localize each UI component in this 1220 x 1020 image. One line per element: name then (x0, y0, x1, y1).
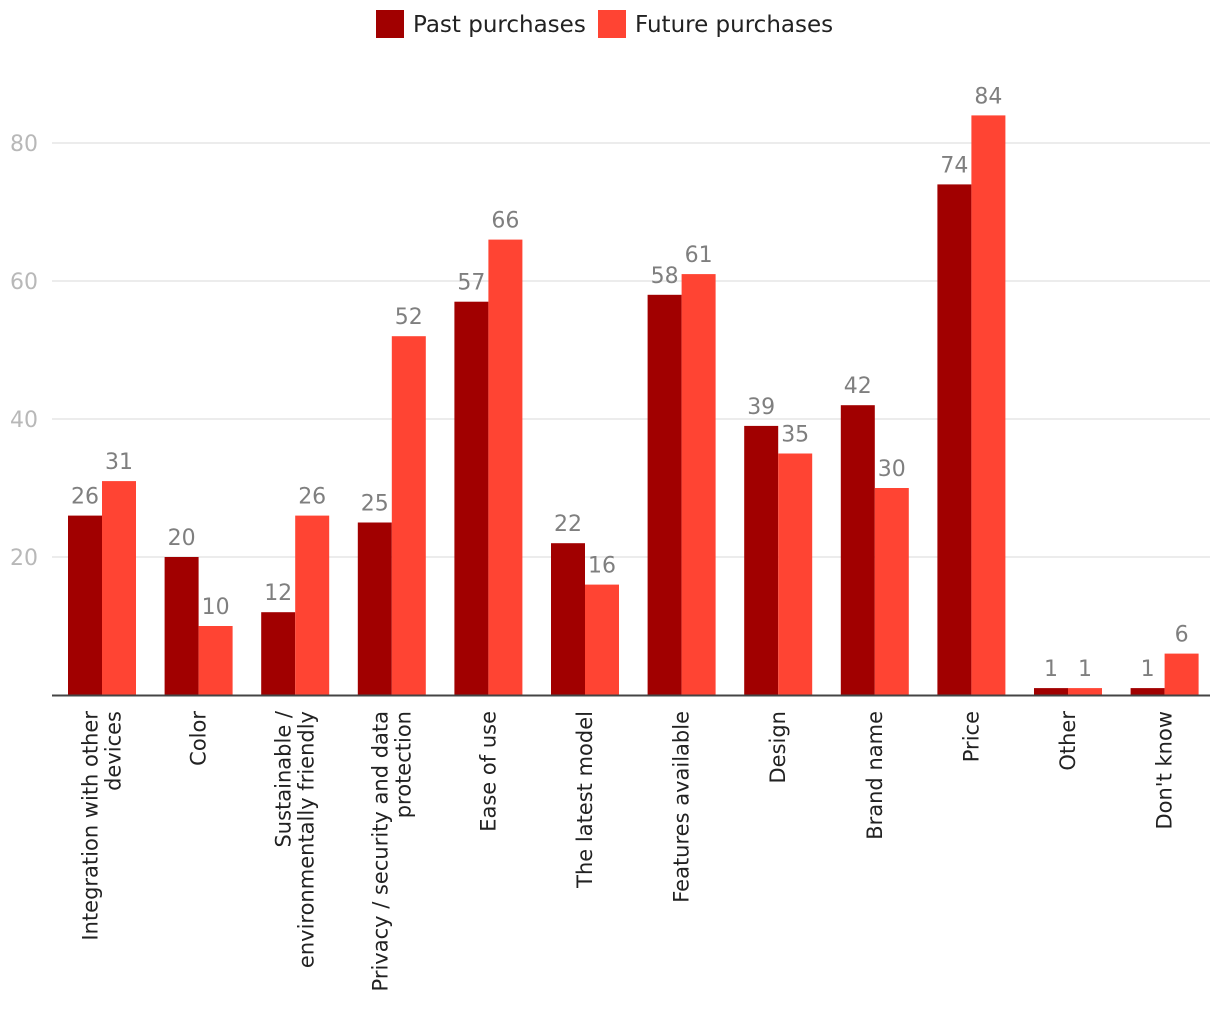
data-label-future-purchases-color: 10 (202, 595, 230, 620)
x-tick-label-sustainable-environmentally-friendly: Sustainable /environmentally friendly (272, 710, 319, 968)
x-tick-label-color: Color (187, 711, 211, 766)
data-label-past-purchases-other: 1 (1044, 657, 1058, 682)
data-label-future-purchases-price: 84 (974, 84, 1002, 109)
bar-future-purchases-features-available (681, 274, 716, 695)
x-tick-label-design: Design (766, 711, 790, 784)
x-tick-label-brand-name: Brand name (863, 711, 887, 840)
data-label-future-purchases-features-available: 61 (685, 243, 713, 268)
bars (68, 115, 1199, 695)
bar-past-purchases-privacy-security-and-data-protection (357, 522, 392, 695)
bar-past-purchases-don-t-know (1130, 688, 1165, 695)
x-tick-label-privacy-security-and-data-protection: Privacy / security and dataprotection (368, 711, 415, 991)
data-label-past-purchases-color: 20 (168, 526, 196, 551)
x-tick-label-ease-of-use: Ease of use (476, 711, 500, 832)
bar-past-purchases-brand-name (840, 405, 875, 695)
bar-future-purchases-ease-of-use (488, 239, 523, 695)
y-tick-label-40: 40 (10, 408, 38, 433)
data-label-future-purchases-design: 35 (781, 423, 809, 448)
bar-future-purchases-sustainable-environmentally-friendly (295, 515, 330, 695)
x-tick-label-integration-with-other-devices: Integration with otherdevices (79, 711, 126, 941)
data-label-past-purchases-privacy-security-and-data-protection: 25 (361, 492, 389, 517)
gridlines (52, 142, 1210, 558)
x-tick-label-other: Other (1056, 711, 1080, 771)
data-label-past-purchases-features-available: 58 (651, 264, 679, 289)
data-label-past-purchases-ease-of-use: 57 (457, 271, 485, 296)
bar-past-purchases-design (744, 425, 779, 695)
data-label-past-purchases-the-latest-model: 22 (554, 512, 582, 537)
bar-future-purchases-price (971, 115, 1006, 695)
bar-past-purchases-color (164, 557, 199, 695)
legend-swatch-future-purchases (598, 10, 626, 38)
data-label-past-purchases-price: 74 (940, 153, 968, 178)
bar-future-purchases-privacy-security-and-data-protection (391, 336, 426, 695)
y-tick-label-60: 60 (10, 270, 38, 295)
x-tick-label-the-latest-model: The latest model (573, 711, 597, 889)
bar-future-purchases-integration-with-other-devices (102, 481, 136, 695)
x-tick-label-price: Price (959, 711, 983, 762)
bar-past-purchases-price (937, 184, 972, 695)
x-tick-label-don-t-know: Don't know (1153, 711, 1177, 830)
data-label-future-purchases-the-latest-model: 16 (588, 554, 616, 579)
legend-label-past-purchases: Past purchases (413, 12, 586, 38)
bar-future-purchases-color (198, 626, 233, 695)
data-label-future-purchases-sustainable-environmentally-friendly: 26 (298, 485, 326, 510)
data-label-future-purchases-privacy-security-and-data-protection: 52 (395, 305, 423, 330)
data-label-future-purchases-brand-name: 30 (878, 457, 906, 482)
bar-past-purchases-sustainable-environmentally-friendly (261, 612, 296, 695)
bar-future-purchases-design (778, 453, 813, 695)
y-axis-tick-labels: 20 40 60 80 (10, 132, 38, 571)
bar-future-purchases-brand-name (874, 488, 909, 695)
legend: Past purchases Future purchases (376, 10, 833, 38)
bar-past-purchases-the-latest-model (551, 543, 585, 695)
bar-past-purchases-ease-of-use (454, 301, 489, 695)
bar-past-purchases-integration-with-other-devices (68, 515, 102, 695)
y-tick-label-80: 80 (10, 132, 38, 157)
data-label-past-purchases-don-t-know: 1 (1141, 657, 1155, 682)
legend-swatch-past-purchases (376, 10, 404, 38)
y-tick-label-20: 20 (10, 546, 38, 571)
bar-future-purchases-the-latest-model (585, 584, 619, 695)
x-tick-label-features-available: Features available (670, 711, 694, 903)
data-label-future-purchases-don-t-know: 6 (1175, 623, 1189, 648)
bar-future-purchases-don-t-know (1164, 653, 1199, 695)
bar-past-purchases-features-available (647, 294, 682, 695)
data-label-future-purchases-ease-of-use: 66 (491, 209, 519, 234)
data-label-past-purchases-brand-name: 42 (844, 374, 872, 399)
x-axis-category-labels: Integration with otherdevices Color Sustai… (79, 710, 1177, 991)
data-label-past-purchases-sustainable-environmentally-friendly: 12 (264, 581, 292, 606)
bar-future-purchases-other (1068, 688, 1102, 695)
bar-past-purchases-other (1034, 688, 1068, 695)
data-label-future-purchases-integration-with-other-devices: 31 (105, 450, 133, 475)
data-label-past-purchases-integration-with-other-devices: 26 (71, 485, 99, 510)
legend-label-future-purchases: Future purchases (635, 12, 833, 38)
data-label-past-purchases-design: 39 (747, 395, 775, 420)
data-label-future-purchases-other: 1 (1078, 657, 1092, 682)
